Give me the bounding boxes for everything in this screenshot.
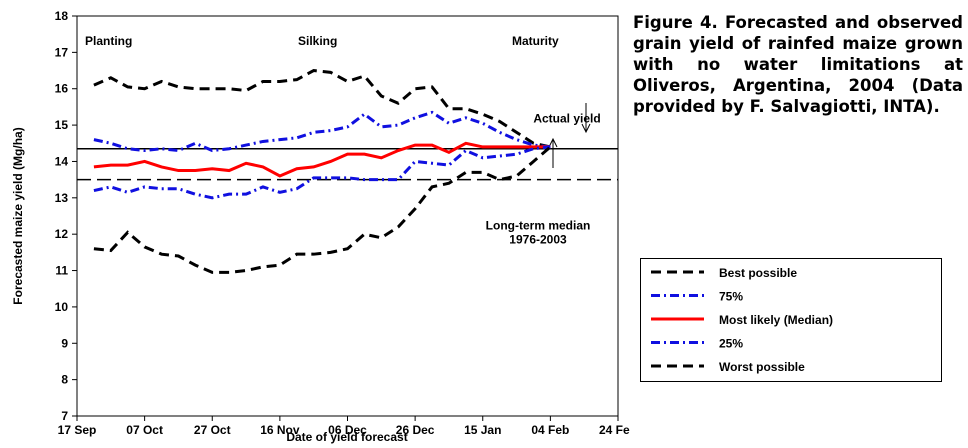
figure-caption: Figure 4. Forecasted and observed grain …	[633, 13, 963, 116]
series-line	[93, 69, 551, 149]
series-line	[93, 145, 552, 274]
x-tick-label: 26 Dec	[396, 423, 435, 437]
y-tick-label: 15	[55, 118, 69, 132]
series-line	[93, 141, 551, 178]
legend-label: Best possible	[719, 266, 797, 280]
annotation-arrows	[548, 103, 591, 168]
legend-label: 25%	[719, 337, 743, 351]
y-tick-label: 17	[55, 45, 69, 59]
y-tick-label: 10	[55, 300, 69, 314]
y-tick-label: 7	[61, 409, 68, 423]
x-tick-label: 16 Nov	[260, 423, 300, 437]
reference-label: Long-term median	[486, 219, 591, 233]
series-line	[93, 110, 551, 153]
x-tick-label: 07 Oct	[126, 423, 163, 437]
legend-label: 75%	[719, 290, 743, 304]
y-tick-label: 16	[55, 82, 69, 96]
legend: Best possible 75% Most likely (Median) 25% W…	[640, 258, 942, 382]
y-tick-label: 9	[61, 336, 68, 350]
x-tick-label: 15 Jan	[464, 423, 501, 437]
stage-label: Silking	[298, 34, 337, 48]
chart: Forecasted maize yield (Mg/ha) Date of y…	[11, 9, 630, 444]
x-tick-label: 06 Dec	[328, 423, 367, 437]
y-axis-label: Forecasted maize yield (Mg/ha)	[11, 127, 25, 304]
legend-label: Most likely (Median)	[719, 313, 833, 327]
reference-label: Actual yield	[533, 112, 600, 126]
stage-label: Planting	[85, 34, 132, 48]
y-tick-label: 18	[55, 9, 69, 23]
x-tick-label: 24 Feb	[599, 423, 630, 437]
x-axis-label: Date of yield forecast	[286, 430, 407, 444]
series-line	[93, 145, 551, 200]
y-tick-label: 8	[61, 373, 68, 387]
stage-label: Maturity	[512, 34, 559, 48]
plot-frame	[76, 15, 619, 417]
y-tick-label: 12	[55, 227, 69, 241]
legend-svg: Best possible 75% Most likely (Median) 25% W…	[651, 266, 833, 374]
y-tick-label: 14	[55, 154, 69, 168]
y-tick-label: 11	[55, 264, 68, 278]
y-tick-label: 13	[55, 191, 69, 205]
reference-label: 1976-2003	[509, 233, 567, 247]
x-tick-label: 04 Feb	[531, 423, 569, 437]
legend-label: Worst possible	[719, 360, 805, 374]
x-tick-label: 27 Oct	[194, 423, 231, 437]
x-tick-label: 17 Sep	[58, 423, 97, 437]
